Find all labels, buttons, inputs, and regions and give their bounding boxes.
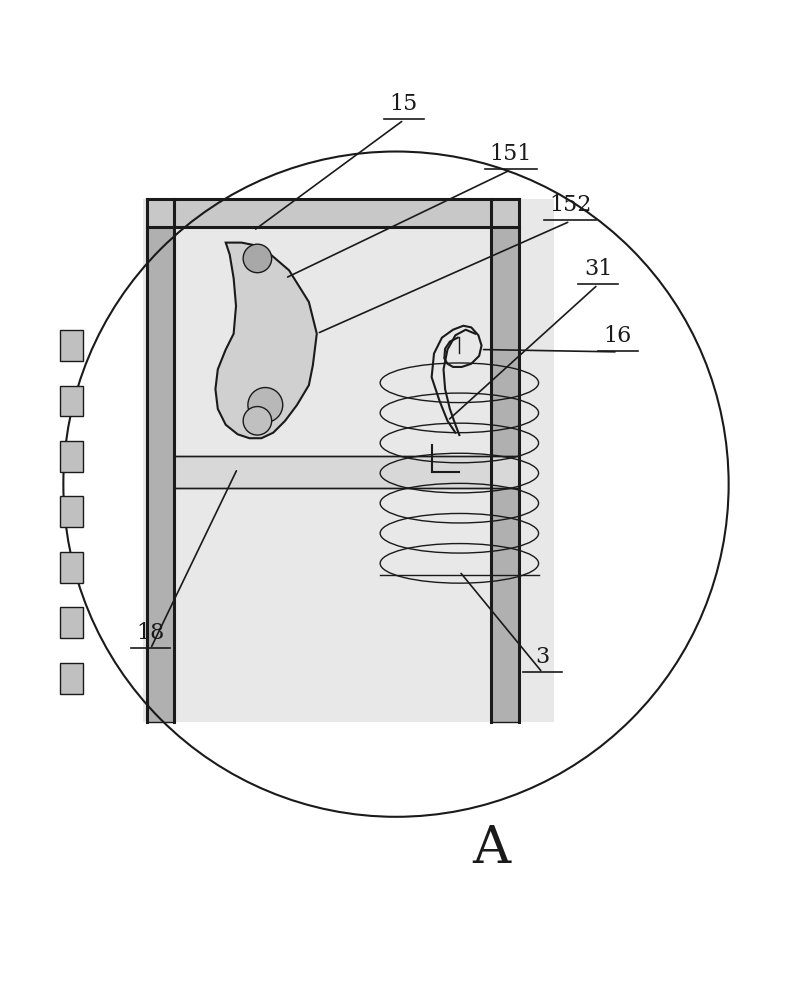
FancyBboxPatch shape: [491, 199, 519, 722]
Text: 151: 151: [489, 143, 532, 165]
FancyBboxPatch shape: [60, 496, 82, 527]
FancyBboxPatch shape: [60, 552, 82, 583]
Circle shape: [243, 407, 272, 435]
FancyBboxPatch shape: [143, 199, 554, 722]
FancyBboxPatch shape: [174, 456, 519, 488]
FancyBboxPatch shape: [60, 607, 82, 638]
Text: 3: 3: [535, 646, 550, 668]
Text: A: A: [472, 823, 510, 874]
Text: 31: 31: [584, 258, 612, 280]
Circle shape: [243, 244, 272, 273]
Text: 15: 15: [390, 93, 418, 115]
Text: 16: 16: [604, 325, 632, 347]
Text: 152: 152: [549, 194, 592, 216]
Text: 18: 18: [136, 622, 165, 644]
FancyBboxPatch shape: [147, 199, 519, 227]
FancyBboxPatch shape: [147, 199, 174, 722]
FancyBboxPatch shape: [60, 663, 82, 694]
FancyBboxPatch shape: [60, 441, 82, 472]
Circle shape: [248, 388, 283, 422]
FancyBboxPatch shape: [60, 330, 82, 361]
FancyBboxPatch shape: [60, 386, 82, 416]
Polygon shape: [215, 243, 317, 438]
